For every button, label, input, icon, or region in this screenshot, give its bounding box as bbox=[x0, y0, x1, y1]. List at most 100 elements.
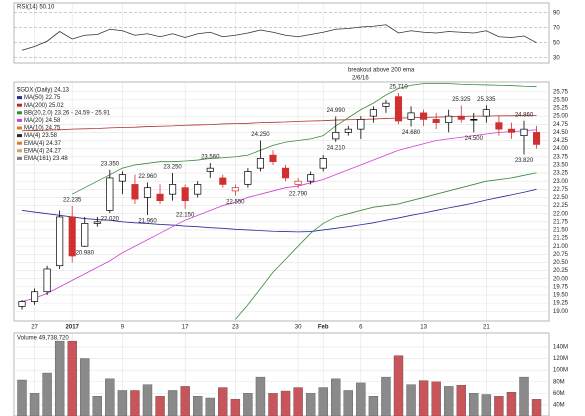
legend-swatch bbox=[17, 149, 22, 153]
volume-bar bbox=[105, 378, 115, 416]
panel-frame bbox=[13, 2, 550, 64]
y-tick-label: 23.00 bbox=[553, 179, 569, 185]
legend-swatch bbox=[17, 103, 22, 107]
data-label: 24.990 bbox=[327, 108, 346, 114]
candle-body bbox=[507, 128, 516, 133]
y-tick-label: 40M bbox=[553, 403, 565, 409]
y-tick-label: 19.00 bbox=[553, 309, 569, 315]
data-label: 25.325 bbox=[452, 97, 471, 103]
y-tick-label: 23.25 bbox=[553, 171, 569, 177]
volume-bar bbox=[469, 393, 479, 416]
candle-body bbox=[156, 193, 164, 202]
candle-body bbox=[231, 187, 239, 192]
y-tick-label: 19.75 bbox=[553, 284, 569, 290]
legend-swatch bbox=[17, 118, 22, 122]
candle-body bbox=[244, 171, 252, 185]
candle-body bbox=[394, 96, 403, 122]
volume-bar bbox=[80, 358, 90, 416]
data-label: 22.790 bbox=[289, 192, 308, 198]
candle-body bbox=[131, 184, 139, 200]
y-tick-label: 24.75 bbox=[553, 122, 569, 128]
data-label: 22.150 bbox=[176, 212, 195, 218]
y-tick-label: 20.75 bbox=[553, 252, 569, 258]
x-tick-label: Feb bbox=[318, 325, 329, 331]
data-label: 23.820 bbox=[515, 158, 534, 164]
volume-bar bbox=[481, 394, 492, 416]
y-tick-label: 20.00 bbox=[553, 276, 569, 282]
x-tick-label: 9 bbox=[121, 325, 125, 331]
volume-bar bbox=[42, 372, 52, 416]
panel-title: RSI(14) 50.10 bbox=[17, 5, 55, 11]
candle-body bbox=[43, 268, 51, 293]
y-tick-label: 25.00 bbox=[553, 114, 569, 120]
y-tick-label: 70 bbox=[553, 25, 560, 31]
y-tick-label: 23.75 bbox=[553, 154, 569, 160]
data-label: 24.680 bbox=[402, 130, 421, 136]
line bbox=[21, 24, 537, 51]
volume-bar bbox=[318, 387, 328, 416]
x-tick-label: 21 bbox=[483, 325, 490, 331]
volume-bar bbox=[494, 396, 504, 416]
volume-bar bbox=[17, 379, 27, 416]
candle-body bbox=[219, 177, 227, 185]
legend-entry: MA(10) 24.75 bbox=[24, 126, 61, 132]
legend-entry: BB(20,2.0) 23.26 - 24.59 - 25.91 bbox=[24, 110, 111, 116]
data-label: 24.860 bbox=[515, 112, 534, 118]
y-tick-label: 24.25 bbox=[553, 138, 569, 144]
data-label: 24.500 bbox=[465, 136, 484, 142]
legend-entry: EMA(161) 23.48 bbox=[24, 156, 68, 162]
volume-bar bbox=[130, 390, 140, 416]
y-tick-label: 21.25 bbox=[553, 236, 569, 242]
data-label: 22.235 bbox=[63, 198, 82, 204]
legend-entry: MA(200) 25.02 bbox=[24, 103, 64, 109]
candle-body bbox=[256, 158, 265, 169]
candle-body bbox=[445, 115, 453, 123]
volume-bar bbox=[192, 396, 203, 416]
candle-body bbox=[382, 102, 390, 107]
data-label: 24.210 bbox=[327, 145, 346, 151]
candle-body bbox=[532, 132, 541, 145]
volume-bar bbox=[92, 396, 103, 416]
candle-body bbox=[319, 158, 327, 169]
volume-bar bbox=[381, 376, 391, 416]
candle-body bbox=[206, 167, 214, 172]
volume-bar bbox=[418, 380, 429, 416]
data-label: 25.710 bbox=[389, 85, 408, 91]
candle-body bbox=[194, 184, 202, 195]
candle-body bbox=[307, 174, 315, 182]
candle-body bbox=[118, 174, 126, 182]
y-tick-label: 25.50 bbox=[553, 97, 569, 103]
y-tick-label: 22.25 bbox=[553, 203, 569, 209]
candle-body bbox=[81, 223, 89, 247]
volume-bar bbox=[280, 390, 291, 416]
candle-body bbox=[68, 216, 76, 257]
line bbox=[21, 129, 537, 302]
y-tick-label: 21.00 bbox=[553, 244, 569, 250]
data-label: 25.335 bbox=[477, 97, 496, 103]
panel-title: Volume 49,738,720 bbox=[17, 336, 69, 342]
data-label: 22.960 bbox=[138, 174, 157, 180]
candle-body bbox=[269, 154, 277, 163]
candle-body bbox=[282, 167, 290, 179]
y-tick-label: 21.50 bbox=[553, 228, 569, 234]
data-label: 22.550 bbox=[226, 199, 245, 205]
legend-entry: EMA(4) 24.27 bbox=[24, 148, 62, 154]
volume-bar bbox=[142, 384, 153, 416]
candle-body bbox=[181, 187, 189, 202]
y-tick-label: 30 bbox=[553, 55, 560, 61]
y-tick-label: 120M bbox=[553, 356, 568, 362]
candle-body bbox=[344, 128, 352, 133]
volume-bar bbox=[230, 398, 241, 416]
candle-body bbox=[18, 301, 26, 307]
volume-bar bbox=[117, 390, 128, 416]
volume-bar bbox=[293, 387, 303, 416]
legend-swatch bbox=[17, 111, 22, 115]
data-label: 21.960 bbox=[138, 219, 157, 225]
annotation: 2/6/16 bbox=[352, 76, 369, 82]
volume-bar bbox=[531, 399, 542, 416]
volume-bar bbox=[331, 378, 341, 416]
legend-entry: MA(4) 23.58 bbox=[24, 133, 58, 139]
legend-swatch bbox=[17, 134, 22, 138]
volume-bar bbox=[343, 390, 353, 416]
